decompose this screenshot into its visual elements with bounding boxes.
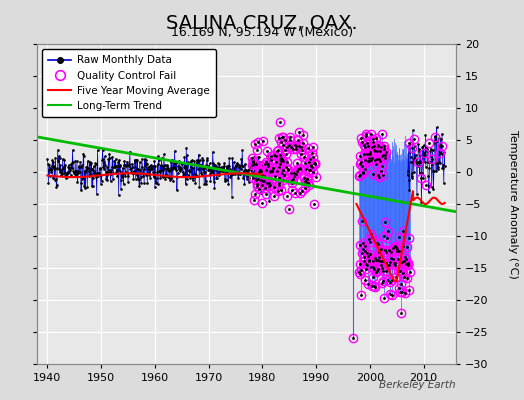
Text: Berkeley Earth: Berkeley Earth (379, 380, 456, 390)
Legend: Raw Monthly Data, Quality Control Fail, Five Year Moving Average, Long-Term Tren: Raw Monthly Data, Quality Control Fail, … (42, 49, 216, 117)
Text: SALINA CRUZ, OAX.: SALINA CRUZ, OAX. (166, 14, 358, 33)
Y-axis label: Temperature Anomaly (°C): Temperature Anomaly (°C) (508, 130, 518, 278)
Text: 16.169 N, 95.194 W (Mexico): 16.169 N, 95.194 W (Mexico) (171, 26, 353, 39)
